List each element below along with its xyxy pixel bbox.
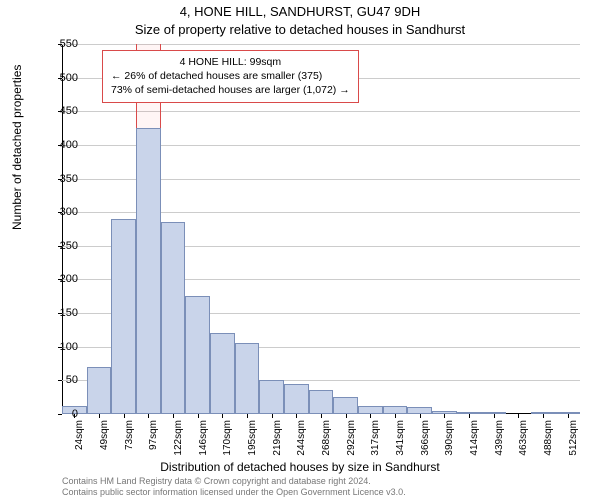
- y-tick: [58, 212, 62, 213]
- x-tick: [543, 414, 544, 418]
- y-tick: [58, 179, 62, 180]
- x-tick: [346, 414, 347, 418]
- x-tick: [272, 414, 273, 418]
- histogram-bar: [87, 367, 112, 414]
- x-tick: [494, 414, 495, 418]
- annotation-line-2: ← 26% of detached houses are smaller (37…: [111, 69, 350, 83]
- y-axis-label: Number of detached properties: [10, 65, 24, 230]
- x-tick: [124, 414, 125, 418]
- chart-title-address: 4, HONE HILL, SANDHURST, GU47 9DH: [0, 4, 600, 19]
- x-tick-label: 268sqm: [321, 420, 332, 460]
- x-tick-label: 49sqm: [99, 420, 110, 460]
- annotation-line-1: 4 HONE HILL: 99sqm: [111, 55, 350, 69]
- x-tick: [148, 414, 149, 418]
- plot-area: 4 HONE HILL: 99sqm← 26% of detached hous…: [62, 44, 580, 414]
- y-axis-line: [62, 44, 63, 414]
- histogram-bar: [161, 222, 186, 414]
- x-tick: [74, 414, 75, 418]
- x-tick: [222, 414, 223, 418]
- x-tick-label: 195sqm: [247, 420, 258, 460]
- x-tick-label: 24sqm: [74, 420, 85, 460]
- attribution-text: Contains HM Land Registry data © Crown c…: [62, 476, 406, 499]
- histogram-bar: [383, 406, 408, 414]
- x-tick: [444, 414, 445, 418]
- y-tick: [58, 145, 62, 146]
- histogram-bar: [210, 333, 235, 414]
- x-tick-label: 122sqm: [173, 420, 184, 460]
- x-tick-label: 244sqm: [296, 420, 307, 460]
- x-tick: [395, 414, 396, 418]
- y-tick: [58, 44, 62, 45]
- x-tick-label: 170sqm: [222, 420, 233, 460]
- x-tick-label: 512sqm: [568, 420, 579, 460]
- histogram-bar: [333, 397, 358, 414]
- x-tick: [247, 414, 248, 418]
- histogram-bar: [235, 343, 260, 414]
- annotation-box: 4 HONE HILL: 99sqm← 26% of detached hous…: [102, 50, 359, 103]
- x-axis-label: Distribution of detached houses by size …: [0, 460, 600, 474]
- x-tick-label: 146sqm: [198, 420, 209, 460]
- x-tick-label: 341sqm: [395, 420, 406, 460]
- x-tick: [420, 414, 421, 418]
- x-tick-label: 219sqm: [272, 420, 283, 460]
- x-tick-label: 488sqm: [543, 420, 554, 460]
- y-tick: [58, 347, 62, 348]
- x-tick: [198, 414, 199, 418]
- y-tick: [58, 111, 62, 112]
- y-tick: [58, 246, 62, 247]
- histogram-bar: [358, 406, 383, 414]
- x-tick-label: 317sqm: [370, 420, 381, 460]
- y-tick: [58, 279, 62, 280]
- x-tick: [469, 414, 470, 418]
- attribution-line-1: Contains HM Land Registry data © Crown c…: [62, 476, 406, 487]
- y-tick: [58, 414, 62, 415]
- y-tick: [58, 313, 62, 314]
- x-tick-label: 390sqm: [444, 420, 455, 460]
- histogram-bar: [185, 296, 210, 414]
- annotation-line-3: 73% of semi-detached houses are larger (…: [111, 83, 350, 97]
- x-tick-label: 463sqm: [518, 420, 529, 460]
- histogram-bar: [309, 390, 334, 414]
- histogram-bar: [111, 219, 136, 414]
- y-tick: [58, 78, 62, 79]
- x-tick-label: 292sqm: [346, 420, 357, 460]
- x-tick: [296, 414, 297, 418]
- y-tick: [58, 380, 62, 381]
- x-tick-label: 414sqm: [469, 420, 480, 460]
- x-tick-label: 97sqm: [148, 420, 159, 460]
- attribution-line-2: Contains public sector information licen…: [62, 487, 406, 498]
- chart-subtitle: Size of property relative to detached ho…: [0, 22, 600, 37]
- histogram-bar: [407, 407, 432, 414]
- x-tick: [370, 414, 371, 418]
- x-tick: [99, 414, 100, 418]
- histogram-bar: [284, 384, 309, 414]
- histogram-bar: [259, 380, 284, 414]
- x-tick-label: 366sqm: [420, 420, 431, 460]
- x-tick: [518, 414, 519, 418]
- x-tick: [173, 414, 174, 418]
- x-tick: [568, 414, 569, 418]
- x-tick: [321, 414, 322, 418]
- x-tick-label: 73sqm: [124, 420, 135, 460]
- x-tick-label: 439sqm: [494, 420, 505, 460]
- histogram-bar: [136, 128, 161, 414]
